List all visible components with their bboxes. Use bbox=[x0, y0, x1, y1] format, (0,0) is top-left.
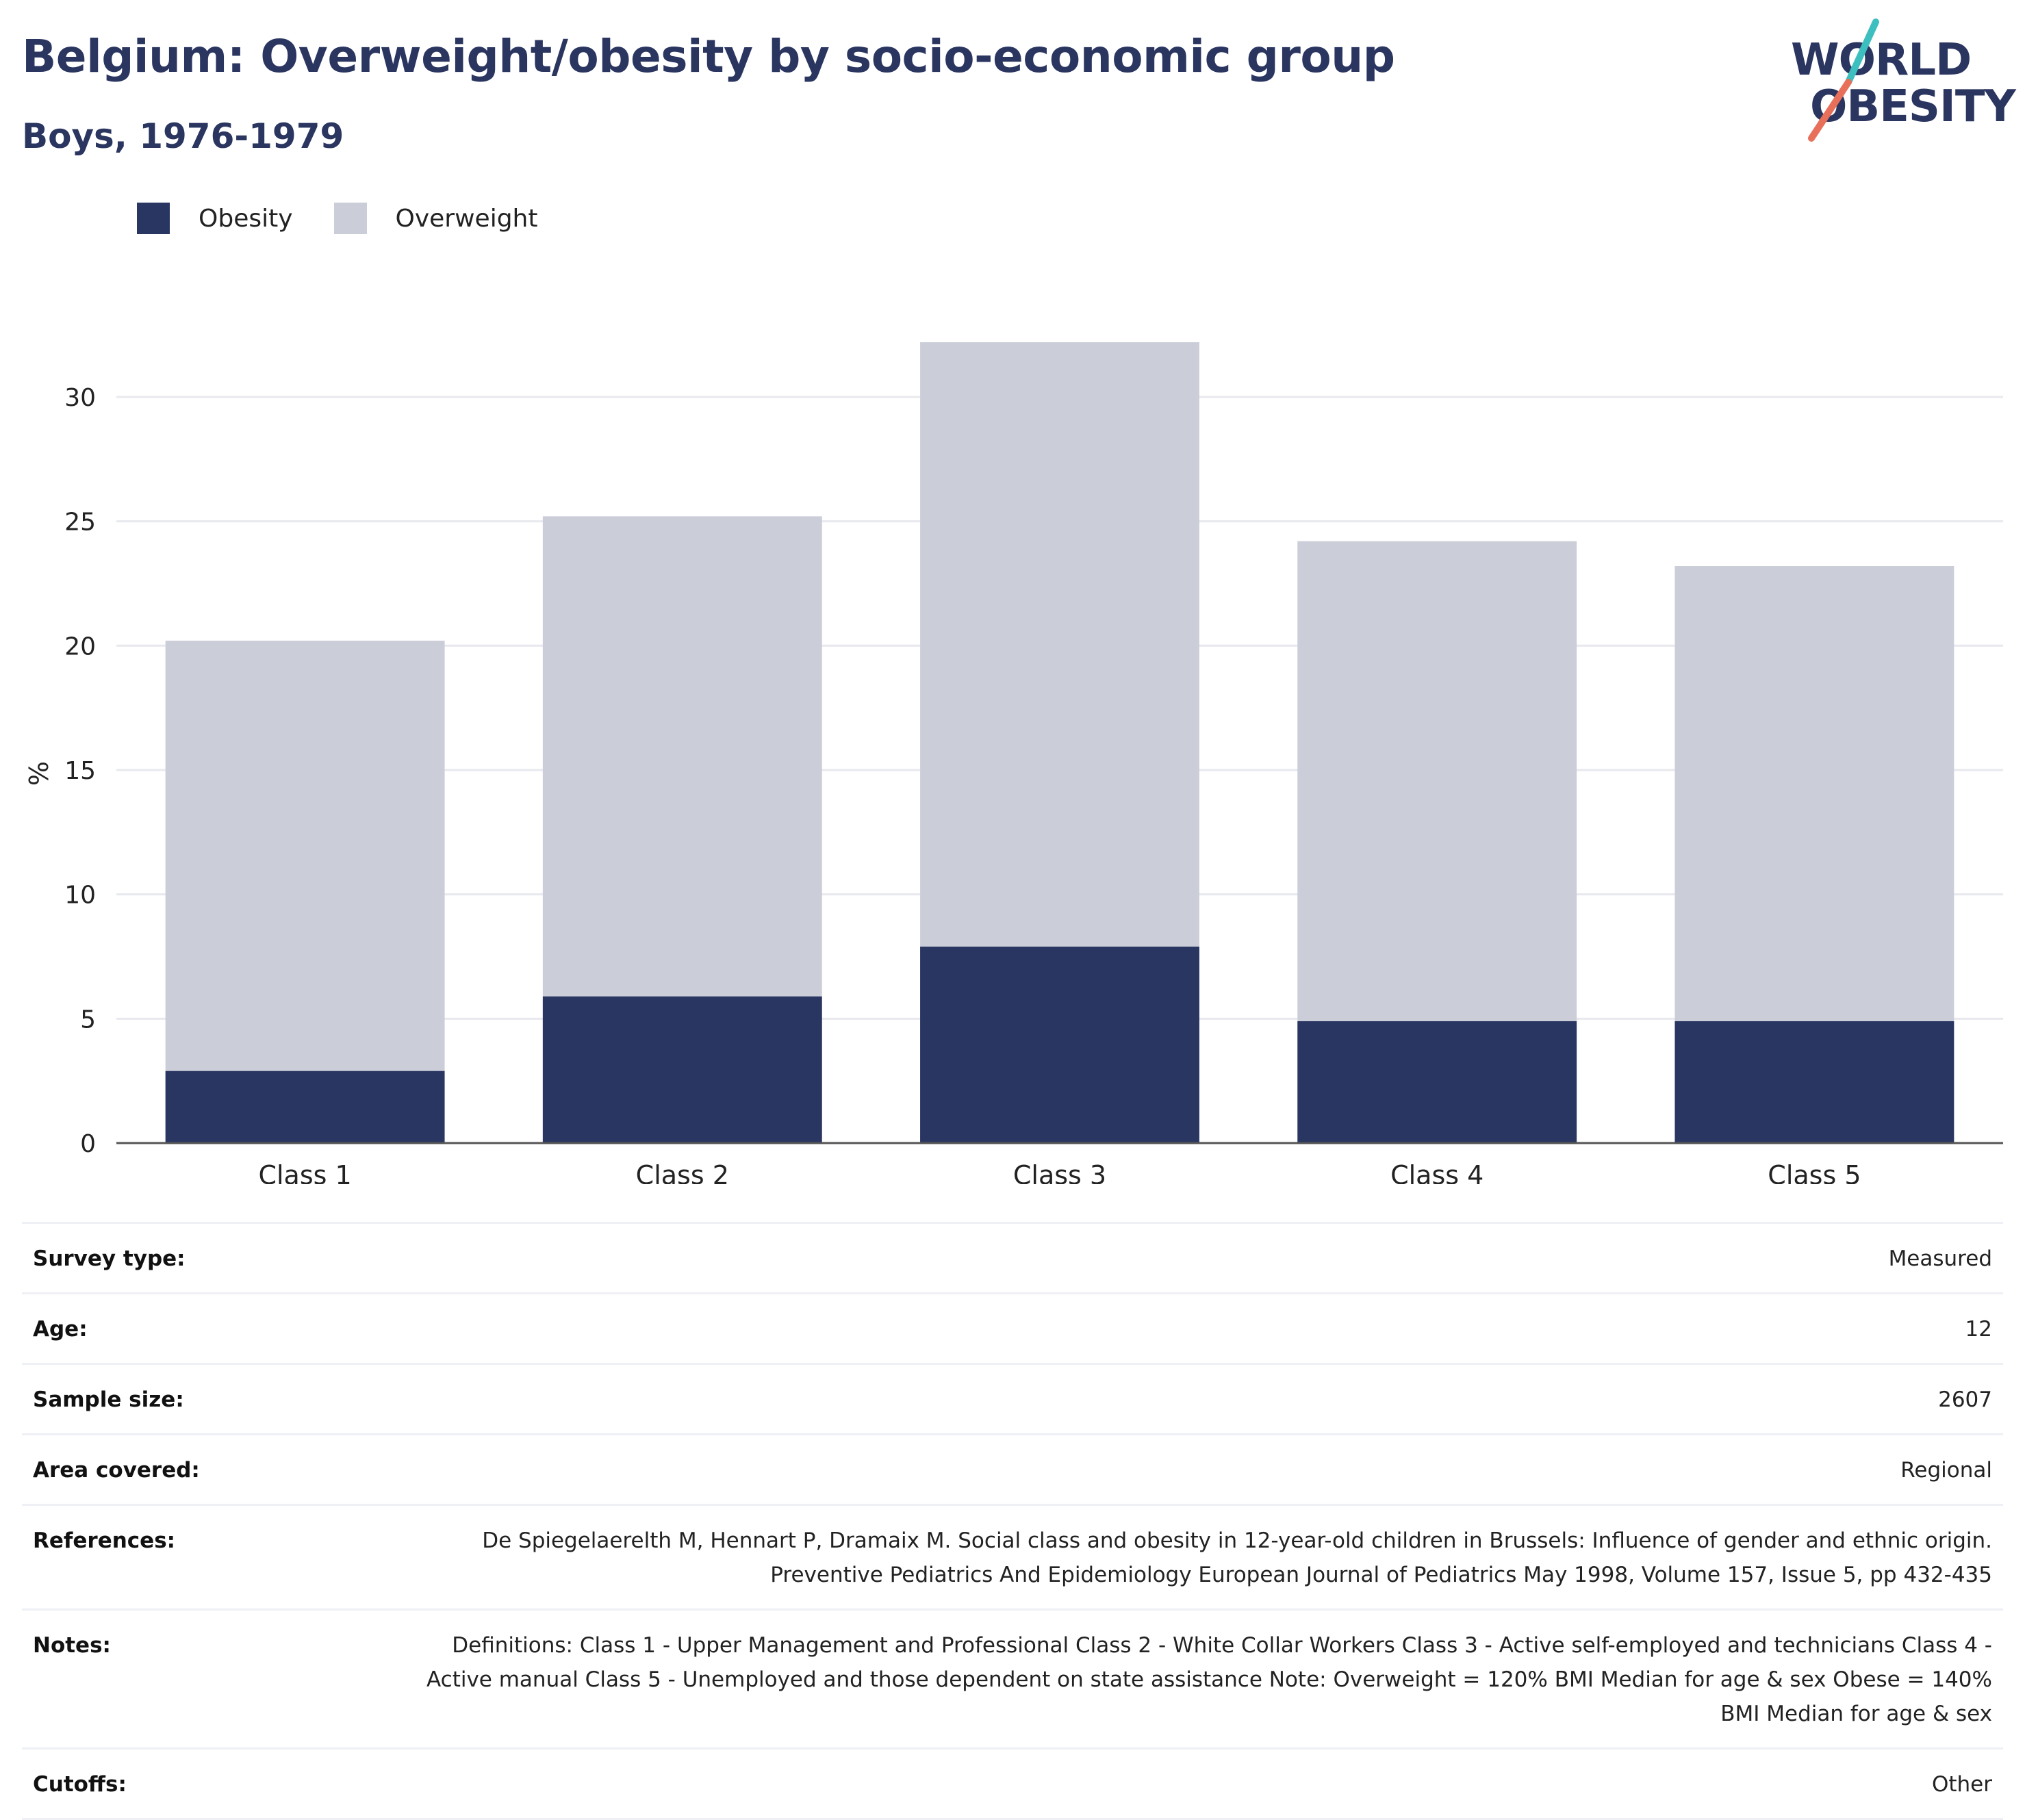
y-tick-label-5: 5 bbox=[80, 1005, 96, 1034]
legend-item-obesity[interactable]: Obesity bbox=[137, 203, 293, 234]
legend-item-overweight[interactable]: Overweight bbox=[333, 203, 538, 234]
meta-label: Survey type: bbox=[33, 1246, 186, 1271]
y-tick-label-10: 10 bbox=[64, 882, 96, 910]
meta-row-survey-type: Survey type: Measured bbox=[22, 1222, 2003, 1292]
y-tick-label-30: 30 bbox=[64, 384, 96, 412]
bar-obesity-class-4 bbox=[1297, 1021, 1577, 1143]
meta-label: Notes: bbox=[33, 1633, 111, 1658]
bar-overweight-class-2 bbox=[542, 516, 822, 997]
y-tick-label-15: 15 bbox=[64, 757, 96, 785]
meta-label: Area covered: bbox=[33, 1458, 200, 1483]
meta-value: Definitions: Class 1 - Upper Management … bbox=[426, 1633, 1992, 1726]
x-tick-label-class-4: Class 4 bbox=[1390, 1160, 1483, 1184]
y-axis-label: % bbox=[24, 761, 54, 786]
legend-swatch-overweight bbox=[333, 203, 367, 234]
meta-value: Other bbox=[1931, 1772, 1992, 1797]
x-tick-label-class-2: Class 2 bbox=[636, 1160, 729, 1184]
y-tick-label-0: 0 bbox=[80, 1130, 96, 1158]
bar-overweight-class-1 bbox=[165, 641, 445, 1071]
meta-label: Age: bbox=[33, 1317, 88, 1342]
x-tick-label-class-1: Class 1 bbox=[258, 1160, 351, 1184]
bar-overweight-class-3 bbox=[920, 342, 1199, 947]
meta-label: Sample size: bbox=[33, 1387, 184, 1412]
meta-row-cutoffs: Cutoffs: Other bbox=[22, 1747, 2003, 1820]
survey-details-table: Survey type: Measured Age: 12 Sample size: 26… bbox=[22, 1222, 2003, 1820]
meta-value: Measured bbox=[1888, 1246, 1992, 1271]
logo-slash-icon bbox=[1808, 18, 1879, 142]
bar-obesity-class-5 bbox=[1674, 1021, 1954, 1143]
legend-label-overweight: Overweight bbox=[395, 204, 538, 233]
x-tick-label-class-5: Class 5 bbox=[1768, 1160, 1861, 1184]
page-title: Belgium: Overweight/obesity by socio-eco… bbox=[22, 30, 1395, 83]
legend-label-obesity: Obesity bbox=[199, 204, 293, 233]
y-tick-label-20: 20 bbox=[64, 632, 96, 661]
stacked-bar-chart: 0 5 10 15 20 25 30% Class 1 Class 2 Class 3 Class … bbox=[24, 342, 2003, 1184]
bar-obesity-class-1 bbox=[165, 1071, 445, 1143]
y-tick-label-25: 25 bbox=[64, 509, 96, 537]
meta-row-area-covered: Area covered: Regional bbox=[22, 1433, 2003, 1504]
x-tick-label-class-3: Class 3 bbox=[1013, 1160, 1106, 1184]
meta-value: 12 bbox=[1965, 1317, 1992, 1342]
meta-label: Cutoffs: bbox=[33, 1772, 127, 1797]
meta-value: De Spiegelaerelth M, Hennart P, Dramaix … bbox=[482, 1528, 1992, 1587]
meta-value: 2607 bbox=[1938, 1387, 1992, 1412]
chart-legend: Obesity Overweight bbox=[137, 203, 578, 234]
meta-row-sample-size: Sample size: 2607 bbox=[22, 1363, 2003, 1433]
world-obesity-logo[interactable]: WORLD OBESITY bbox=[1780, 16, 2016, 146]
bar-overweight-class-5 bbox=[1674, 566, 1954, 1021]
bar-overweight-class-4 bbox=[1297, 541, 1577, 1021]
bar-obesity-class-3 bbox=[920, 946, 1199, 1143]
legend-swatch-obesity bbox=[137, 203, 170, 234]
meta-row-age: Age: 12 bbox=[22, 1292, 2003, 1363]
page-subtitle: Boys, 1976-1979 bbox=[22, 116, 344, 156]
logo-text-world: WORLD bbox=[1791, 35, 1972, 86]
meta-row-notes: Notes: Definitions: Class 1 - Upper Manag… bbox=[22, 1608, 2003, 1747]
meta-row-references: References: De Spiegelaerelth M, Hennart … bbox=[22, 1504, 2003, 1608]
meta-value: Regional bbox=[1900, 1458, 1992, 1483]
bar-obesity-class-2 bbox=[542, 996, 822, 1143]
meta-label: References: bbox=[33, 1528, 176, 1553]
